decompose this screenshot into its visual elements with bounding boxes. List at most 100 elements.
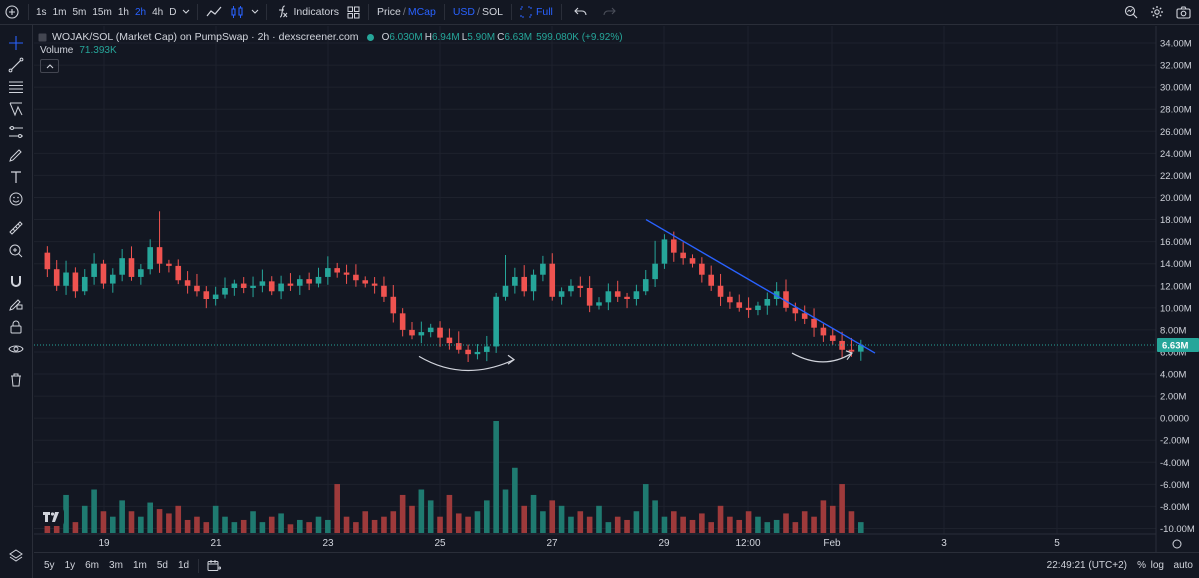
interval-button-15m[interactable]: 15m xyxy=(92,6,112,18)
range-button-1m[interactable]: 1m xyxy=(132,560,147,571)
tool-text[interactable] xyxy=(4,167,28,187)
chart-type-button[interactable] xyxy=(202,0,226,25)
candle-body xyxy=(811,318,817,328)
candle-body xyxy=(353,274,359,281)
volume-bar xyxy=(577,511,584,533)
interval-button-5m[interactable]: 5m xyxy=(72,6,87,18)
interval-button-D[interactable]: D xyxy=(169,6,177,18)
add-symbol-button[interactable] xyxy=(0,0,24,25)
price-tick-label: 20.00M xyxy=(1160,193,1192,204)
price-tick-label: 32.00M xyxy=(1160,61,1192,72)
tool-layers[interactable] xyxy=(4,546,28,566)
drawn-trend-line xyxy=(645,218,876,354)
range-button-5d[interactable]: 5d xyxy=(156,560,168,571)
volume-bar xyxy=(240,519,247,533)
tool-emoji[interactable] xyxy=(4,189,28,209)
drawing-toolbar xyxy=(0,25,33,578)
indicators-button[interactable]: Indicators xyxy=(271,0,343,25)
calendar-range-icon xyxy=(207,559,222,571)
auto-scale-toggle[interactable]: auto xyxy=(1173,560,1193,571)
volume-bar xyxy=(297,519,303,533)
volume-bar xyxy=(727,516,733,533)
symbol-title: WOJAK/SOL (Market Cap) on PumpSwap · 2h … xyxy=(52,31,359,43)
tool-magnet[interactable] xyxy=(4,271,28,291)
candle-body xyxy=(465,349,471,355)
candle-body xyxy=(259,281,266,286)
toolbar-divider xyxy=(197,4,199,20)
volume-bar xyxy=(110,516,116,533)
range-button-5y[interactable]: 5y xyxy=(44,560,55,571)
tradingview-logo[interactable] xyxy=(40,508,64,526)
candle-body xyxy=(334,268,340,273)
log-scale-toggle[interactable]: log xyxy=(1150,560,1164,571)
interval-button-1s[interactable]: 1s xyxy=(36,6,47,18)
low-value: 5.90M xyxy=(467,31,496,43)
range-button-6m[interactable]: 6m xyxy=(85,560,100,571)
candle-body xyxy=(437,327,443,338)
chart-canvas[interactable]: 34.00M32.00M30.00M28.00M26.00M24.00M22.0… xyxy=(34,26,1199,552)
chart-pane[interactable]: 34.00M 32.00M 30.00M 28.00M 26.00M 24.00M 22.0… xyxy=(34,26,1199,552)
volume-bar xyxy=(278,513,284,533)
price-tick-label: 2.00M xyxy=(1160,392,1186,403)
fullscreen-icon xyxy=(520,6,532,18)
interval-button-1h[interactable]: 1h xyxy=(117,6,129,18)
tool-ruler[interactable] xyxy=(4,218,28,238)
settings-button[interactable] xyxy=(1144,0,1170,25)
utc-clock[interactable]: 22:49:21 (UTC+2) xyxy=(1046,560,1127,571)
tool-trash[interactable] xyxy=(4,370,28,390)
tool-lock[interactable] xyxy=(4,317,28,337)
slash: / xyxy=(477,6,480,18)
undo-button[interactable] xyxy=(566,0,595,25)
candle-body xyxy=(829,335,836,341)
tool-eye[interactable] xyxy=(4,339,28,359)
price-mcap-toggle[interactable]: Price / MCap xyxy=(373,0,440,25)
candle-body xyxy=(727,296,733,303)
interval-dropdown[interactable] xyxy=(179,0,193,25)
go-to-date-button[interactable] xyxy=(203,559,225,572)
range-button-1d[interactable]: 1d xyxy=(177,560,190,571)
quick-search-button[interactable] xyxy=(1118,0,1144,25)
candle-body xyxy=(699,263,705,275)
scale-settings-icon[interactable] xyxy=(1172,539,1182,549)
tool-pattern[interactable] xyxy=(4,99,28,119)
time-tick-label: 25 xyxy=(434,538,446,549)
range-button-1y[interactable]: 1y xyxy=(64,560,76,571)
tool-trend-line[interactable] xyxy=(4,55,28,75)
volume-bar xyxy=(399,494,406,533)
tool-brush[interactable] xyxy=(4,145,28,165)
chart-type-dropdown[interactable] xyxy=(248,0,262,25)
volume-bar xyxy=(315,516,322,533)
screenshot-button[interactable] xyxy=(1170,0,1199,25)
volume-bar xyxy=(138,516,144,533)
bar-style-button[interactable] xyxy=(226,0,248,25)
range-button-3m[interactable]: 3m xyxy=(109,560,123,571)
chevron-down-icon xyxy=(183,9,190,14)
collapse-legend-button[interactable] xyxy=(40,59,59,73)
tv-logo-icon xyxy=(43,512,59,522)
candle-body xyxy=(858,345,864,352)
layouts-button[interactable] xyxy=(343,0,364,25)
percent-scale-toggle[interactable]: % xyxy=(1137,560,1146,571)
candle-body xyxy=(708,274,714,286)
tool-fib[interactable] xyxy=(4,77,28,97)
usd-sol-toggle[interactable]: USD / SOL xyxy=(449,0,507,25)
candle-body xyxy=(222,287,228,295)
tool-zoom[interactable] xyxy=(4,241,28,261)
redo-button[interactable] xyxy=(595,0,624,25)
slash: / xyxy=(402,6,406,18)
last-price-label: 6.63M xyxy=(1162,341,1188,352)
candle-body xyxy=(745,307,752,311)
interval-button-2h[interactable]: 2h xyxy=(134,6,147,18)
fullscreen-button[interactable]: Full xyxy=(516,0,557,25)
volume-bar xyxy=(783,513,789,533)
candle-body xyxy=(680,252,686,259)
volume-label: Volume xyxy=(40,45,74,56)
interval-button-1m[interactable]: 1m xyxy=(52,6,67,18)
tool-crosshair[interactable] xyxy=(4,33,28,53)
tool-lock-draw[interactable] xyxy=(4,294,28,314)
fx-icon xyxy=(279,5,288,18)
tool-channel[interactable] xyxy=(4,122,28,142)
volume-bar xyxy=(194,516,200,533)
candle-body xyxy=(661,239,668,264)
interval-button-4h[interactable]: 4h xyxy=(152,6,164,18)
